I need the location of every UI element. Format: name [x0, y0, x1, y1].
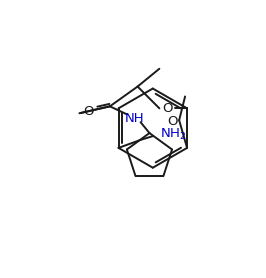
Text: O: O [162, 102, 173, 115]
Text: O: O [83, 105, 93, 118]
Text: O: O [167, 115, 177, 128]
Text: NH$_2$: NH$_2$ [160, 126, 186, 142]
Text: NH: NH [125, 112, 144, 125]
